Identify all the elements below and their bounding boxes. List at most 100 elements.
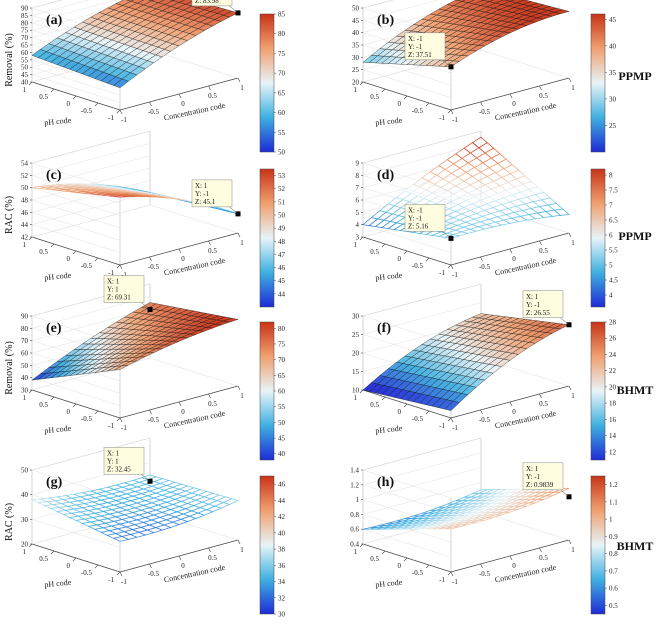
z-tick-label: 50 <box>352 5 360 13</box>
colorbar-tick-label: 48 <box>278 238 286 246</box>
z-tick-label: 10 <box>352 387 360 395</box>
p-axis-label: pH code <box>44 271 72 283</box>
x-tick <box>450 417 454 423</box>
datatip-marker <box>566 494 572 500</box>
z-tick-label: 3 <box>356 234 360 242</box>
surface-cell <box>223 209 239 215</box>
datatip-leader <box>440 58 452 68</box>
p-tick <box>94 410 99 415</box>
p-tick-label: -0.5 <box>81 415 93 423</box>
x-tick-label: 0.5 <box>208 400 217 408</box>
panel-7: 0.4 0.6 0.8 1 1.2 1.4 -1 -0.5 0 0.5 1 -1 -0.5 0 0.5 1 Co… <box>350 437 618 615</box>
x-tick-label: -0.5 <box>148 570 160 578</box>
panel-4: 30 40 50 60 70 80 90 -1 -0.5 0 0.5 1 -1 -0.5 0 0.5 1 Conc… <box>4 275 286 461</box>
p-tick-label: 0.5 <box>370 248 379 256</box>
x-tick <box>480 409 483 415</box>
x-tick-label: 1 <box>571 239 575 247</box>
panel-0: 4045505560657075808590-1-0.500.51-1-0.50… <box>4 0 286 157</box>
z-tick-label: 40 <box>21 79 29 87</box>
x-tick-label: -0.5 <box>479 108 491 116</box>
p-axis-label: pH code <box>375 116 403 128</box>
floor-back <box>362 204 570 238</box>
datatip-box <box>522 290 564 319</box>
x-tick-label: -1 <box>121 271 127 279</box>
panel-1: 20 25 30 35 40 45 50 -1 -0.5 0 0.5 1 -1 -0.5 0 0.5 1 Conc… <box>352 0 617 153</box>
datatip-leader <box>139 301 151 310</box>
colorbar-tick-label: 60 <box>278 109 286 117</box>
datatip-marker <box>448 64 454 70</box>
z-tick-label: 40 <box>352 29 360 37</box>
x-axis-label: Concentration code <box>494 256 557 278</box>
datatip-x: X: 1 <box>526 293 539 301</box>
datatip-marker <box>147 307 153 313</box>
x-tick <box>480 563 483 569</box>
x-tick-label: -1 <box>452 271 458 279</box>
p-tick-label: 0.5 <box>370 401 379 409</box>
colorbar-tick-label: 46 <box>278 481 286 489</box>
z-gridline <box>31 192 151 253</box>
p-tick <box>50 396 55 401</box>
x-tick-label: -0.5 <box>479 263 491 271</box>
p-tick <box>447 109 452 114</box>
colorbar-tick-label: 75 <box>278 340 286 348</box>
z-axis-label: Removal (%) <box>4 33 15 87</box>
z-tick-label: 30 <box>21 516 29 524</box>
datatip-y: Y: 1 <box>107 457 119 465</box>
x-axis-label: Concentration code <box>163 563 226 585</box>
x-tick-label: 0.5 <box>539 247 548 255</box>
x-tick-label: 0 <box>181 100 185 108</box>
p-tick <box>425 257 430 262</box>
surface-cell <box>553 208 570 216</box>
colorbar-tick-label: 22 <box>609 367 617 375</box>
z-tick-label: 70 <box>21 34 29 42</box>
colorbar-tick-label: 50 <box>278 149 286 157</box>
z-tick-label: 15 <box>352 368 360 376</box>
p-tick <box>94 564 99 569</box>
colorbar-tick-label: 38 <box>278 546 286 554</box>
panel-label: (a) <box>46 13 63 28</box>
z-tick-label: 42 <box>21 234 29 242</box>
colorbar <box>259 321 275 461</box>
colorbar-tick-label: 80 <box>278 30 286 38</box>
p-tick <box>403 250 408 255</box>
datatip-x: X: 1 <box>526 465 539 473</box>
z-tick-label: 65 <box>21 42 29 50</box>
colorbar-tick-label: 49 <box>278 225 286 233</box>
colorbar-tick-label: 85 <box>278 11 286 19</box>
p-tick-label: -1 <box>439 422 445 430</box>
x-tick-label: -1 <box>452 578 458 586</box>
p-axis-label: pH code <box>375 578 403 590</box>
colorbar-tick-label: 35 <box>609 69 617 77</box>
p-tick <box>28 389 33 394</box>
p-tick-label: -1 <box>439 269 445 277</box>
z-tick-label: 5 <box>356 209 360 217</box>
z-tick-label: 35 <box>352 42 360 50</box>
colorbar-tick-label: 44 <box>278 290 286 298</box>
x-tick-label: 0 <box>181 408 185 416</box>
datatip-box <box>103 447 145 475</box>
p-tick <box>403 95 408 100</box>
z-tick-label: 85 <box>21 12 29 20</box>
colorbar-tick-label: 47 <box>278 251 286 259</box>
colorbar-tick-label: 0.6 <box>609 585 618 593</box>
x-tick-label: -0.5 <box>148 108 160 116</box>
p-tick <box>447 264 452 269</box>
p-tick <box>403 403 408 408</box>
p-tick-label: 0 <box>67 562 71 570</box>
x-tick <box>237 385 241 391</box>
x-tick <box>149 409 152 415</box>
datatip-y: Y: -1 <box>526 301 540 309</box>
surface-cell <box>126 0 134 2</box>
z-tick-label: 6 <box>356 197 360 205</box>
p-tick-label: 0 <box>398 562 402 570</box>
p-tick <box>425 410 430 415</box>
row-label-3: BHMT <box>617 383 654 397</box>
x-tick <box>568 77 572 83</box>
x-tick <box>119 264 123 270</box>
x-tick <box>208 240 211 246</box>
colorbar-tick-label: 26 <box>609 335 617 343</box>
z-tick-label: 0.6 <box>350 526 359 534</box>
z-tick-label: 55 <box>21 56 29 64</box>
p-tick <box>425 564 430 569</box>
colorbar-tick-label: 14 <box>609 432 617 440</box>
